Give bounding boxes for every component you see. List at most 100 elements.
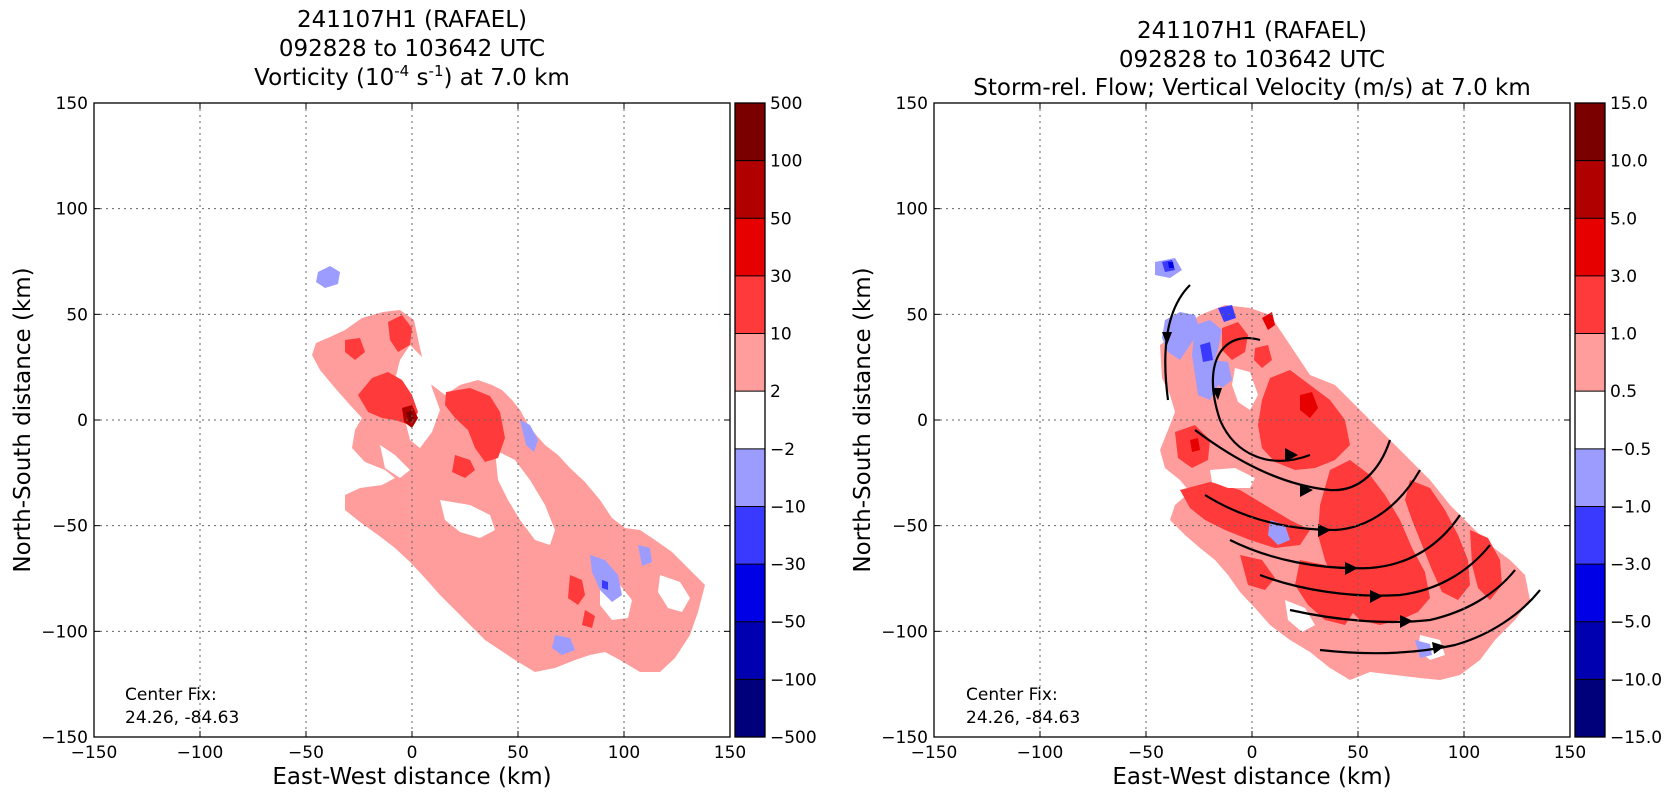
streamline (1319, 589, 1541, 655)
vorticity-strong-region (345, 338, 365, 360)
colorbar-swatch (1575, 506, 1605, 565)
panel1-center-fix-label: Center Fix: (125, 685, 217, 705)
colorbar-label: −5.0 (1610, 613, 1651, 633)
streamline (1164, 284, 1191, 401)
vorticity-negative-region (552, 635, 575, 655)
colorbar-swatch (735, 333, 765, 392)
streamline-arrow (1345, 562, 1358, 575)
y-tick-label: 50 (66, 305, 88, 325)
colorbar-swatch (735, 160, 765, 219)
streamline (1211, 337, 1311, 462)
colorbar-label: 10 (770, 325, 792, 345)
colorbar-frame (734, 102, 766, 738)
streamline (1289, 569, 1516, 624)
panel2-center-fix-label: Center Fix: (966, 685, 1058, 705)
colorbar-label: −3.0 (1610, 555, 1651, 575)
streamline-arrow (1432, 642, 1445, 654)
colorbar-label: −100 (770, 670, 817, 690)
velocity-gap (1210, 468, 1255, 488)
colorbar-label: 10.0 (1610, 152, 1648, 172)
panel2-grid (934, 103, 1570, 737)
y-tick-label: 150 (56, 94, 88, 114)
velocity-downdraft-region (1168, 262, 1174, 268)
streamline-arrow (1400, 615, 1413, 628)
vorticity-strong-region (388, 315, 412, 352)
x-tick-label: 150 (1554, 743, 1586, 763)
panel1-colorbar: 500 100 50 30 10 2 −2 −10 −30 −50 −100 −500 (734, 94, 817, 748)
colorbar-label: −500 (770, 728, 817, 748)
colorbar-swatch (1575, 679, 1605, 737)
x-tick-label: −100 (177, 743, 224, 763)
y-tick-label: 0 (917, 411, 928, 431)
colorbar-label: 1.0 (1610, 325, 1637, 345)
x-tick-label: 100 (608, 743, 640, 763)
y-tick-label: −100 (881, 622, 928, 642)
colorbar-swatch (735, 391, 765, 449)
velocity-updraft-region (1240, 555, 1275, 590)
x-tick-label: −150 (71, 743, 118, 763)
colorbar-swatch (735, 218, 765, 276)
colorbar-label: −30 (770, 555, 806, 575)
streamline (1194, 429, 1392, 492)
streamline (1229, 514, 1461, 570)
panel2-title-line2: 092828 to 103642 UTC (1119, 47, 1385, 73)
vorticity-negative-region (590, 555, 622, 602)
vorticity-strong-region (568, 575, 585, 605)
vorticity-gap (495, 450, 555, 545)
velocity-downdraft-region (1415, 640, 1432, 658)
x-tick-label: −150 (911, 743, 958, 763)
colorbar-frame (1574, 102, 1606, 738)
velocity-downdraft-region (1212, 360, 1232, 388)
colorbar-label: 100 (770, 152, 802, 172)
vorticity-gap (440, 500, 495, 538)
colorbar-label: 0.5 (1610, 382, 1637, 402)
panel2-title-line1: 241107H1 (RAFAEL) (1137, 18, 1367, 44)
colorbar-label: −15.0 (1610, 728, 1662, 748)
y-tick-label: 100 (56, 200, 88, 220)
streamline (1259, 544, 1491, 597)
y-tick-label: −150 (881, 728, 928, 748)
velocity-updraft-region (1254, 345, 1272, 368)
panel2-colorbar: 15.0 10.0 5.0 3.0 1.0 0.5 −0.5 −1.0 −3.0 −5.0 −10.… (1574, 94, 1662, 748)
panel2-title-line3: Storm-rel. Flow; Vertical Velocity (m/s)… (973, 75, 1531, 101)
colorbar-swatch (1575, 621, 1605, 680)
vertical-velocity-panel: 241107H1 (RAFAEL) 092828 to 103642 UTC S… (850, 18, 1662, 790)
streamline-arrow (1300, 484, 1313, 497)
title3-mid: s (409, 65, 428, 91)
colorbar-swatch (735, 103, 765, 161)
x-tick-label: 100 (1448, 743, 1480, 763)
colorbar-label: 500 (770, 94, 802, 114)
panel2-xticks: −150 −100 −50 0 50 100 150 (911, 103, 1586, 763)
panel1-xlabel: East-West distance (km) (272, 764, 551, 790)
colorbar-label: −2 (770, 440, 795, 460)
x-tick-label: −100 (1017, 743, 1064, 763)
y-tick-label: 100 (896, 200, 928, 220)
colorbar-label: 2 (770, 382, 781, 402)
panel2-yticks: 150 100 50 0 −50 −100 −150 (881, 94, 1570, 748)
colorbar-label: −0.5 (1610, 440, 1651, 460)
x-tick-label: 0 (407, 743, 418, 763)
y-tick-label: 50 (906, 305, 928, 325)
colorbar-swatch (735, 275, 765, 334)
panel1-xticks: −150 −100 −50 0 50 100 150 (71, 103, 746, 763)
colorbar-label: 5.0 (1610, 209, 1637, 229)
streamline-arrow (1162, 332, 1172, 345)
x-tick-label: −50 (288, 743, 324, 763)
vorticity-negative-region (638, 545, 652, 566)
velocity-downdraft-region (1200, 342, 1213, 362)
panel2-streamlines (1164, 284, 1541, 655)
x-tick-label: 0 (1247, 743, 1258, 763)
colorbar-swatch (1575, 564, 1605, 622)
velocity-updraft-region (1258, 370, 1350, 470)
panel1-field (312, 266, 705, 672)
title3-prefix: Vorticity (10 (254, 65, 394, 91)
vorticity-negative-region (602, 580, 608, 590)
streamline-arrow (1318, 524, 1331, 537)
x-tick-label: 50 (507, 743, 529, 763)
title3-suffix: ) at 7.0 km (444, 65, 570, 91)
y-tick-label: 0 (77, 411, 88, 431)
colorbar-label: −50 (770, 613, 806, 633)
x-tick-label: 50 (1347, 743, 1369, 763)
vorticity-strong-region (445, 388, 505, 462)
